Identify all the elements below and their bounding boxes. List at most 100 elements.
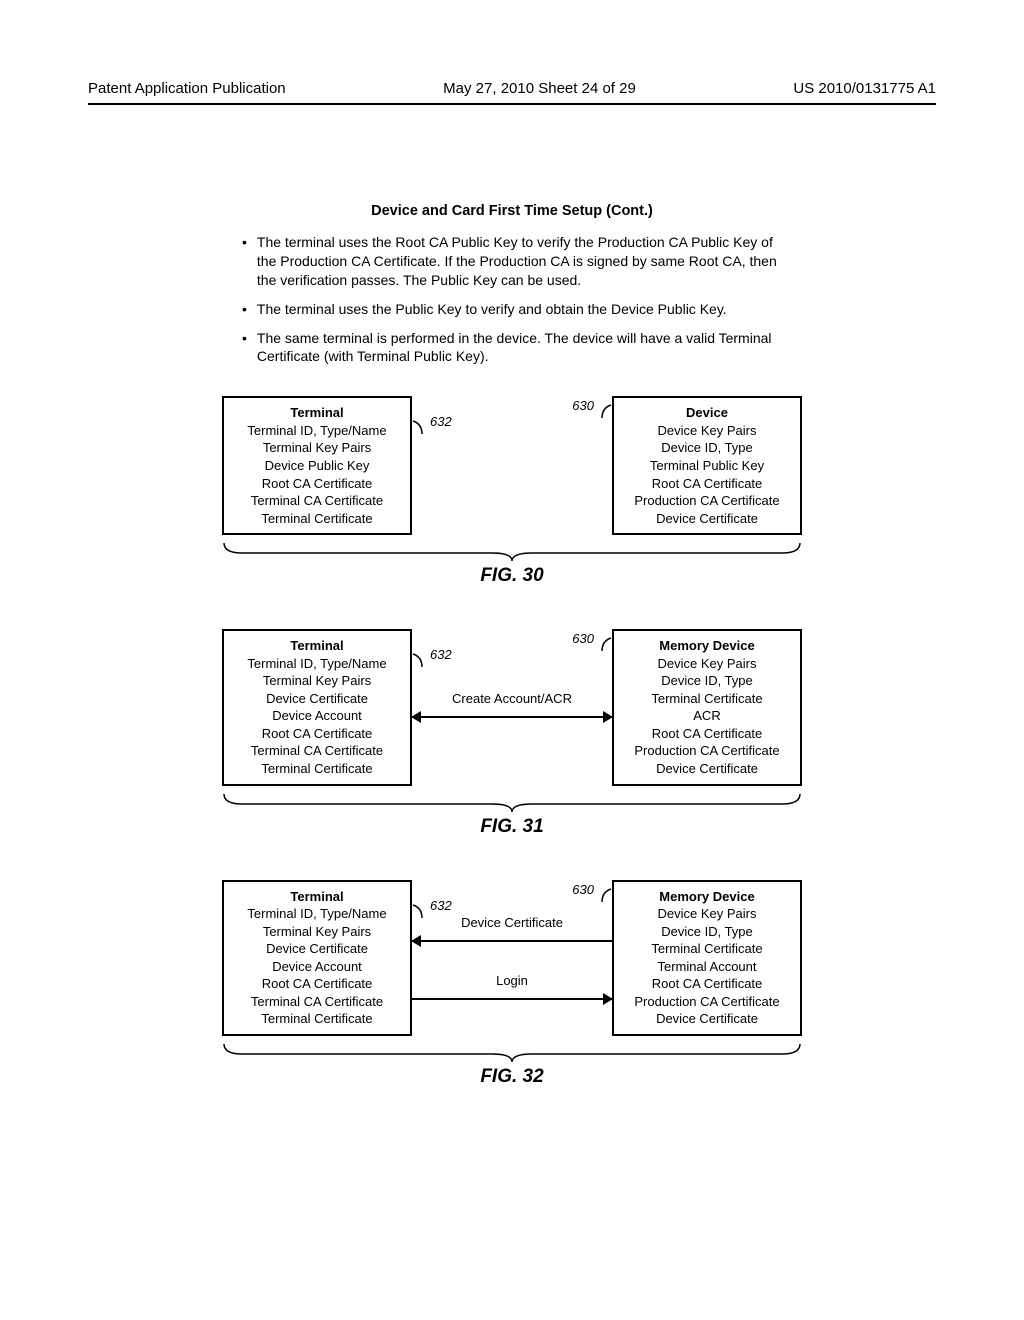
box-line: Device Account bbox=[234, 707, 400, 725]
box-line: Device Certificate bbox=[234, 940, 400, 958]
box-line: Device ID, Type bbox=[624, 439, 790, 457]
middle-column: 632 630 Create Account/ACR bbox=[412, 629, 612, 785]
box-line: Device Key Pairs bbox=[624, 422, 790, 440]
box-line: Device Key Pairs bbox=[624, 655, 790, 673]
box-line: Terminal Certificate bbox=[624, 690, 790, 708]
box-line: Terminal Certificate bbox=[624, 940, 790, 958]
terminal-box: Terminal Terminal ID, Type/Name Terminal… bbox=[222, 396, 412, 535]
box-line: Device Public Key bbox=[234, 457, 400, 475]
box-line: Root CA Certificate bbox=[234, 975, 400, 993]
box-line: ACR bbox=[624, 707, 790, 725]
terminal-box: Terminal Terminal ID, Type/Name Terminal… bbox=[222, 880, 412, 1036]
figure-row: Terminal Terminal ID, Type/Name Terminal… bbox=[222, 629, 802, 785]
middle-column: 632 630 Device Certificate Login bbox=[412, 880, 612, 1036]
box-line: Production CA Certificate bbox=[624, 492, 790, 510]
memory-device-box: Memory Device Device Key Pairs Device ID… bbox=[612, 880, 802, 1036]
arrow-label: Device Certificate bbox=[412, 915, 612, 930]
ref-label-right: 630 bbox=[572, 882, 594, 897]
bullet-text: The terminal uses the Root CA Public Key… bbox=[257, 233, 782, 290]
box-line: Root CA Certificate bbox=[624, 975, 790, 993]
bullet-dot-icon: • bbox=[242, 300, 247, 319]
arrow-label: Create Account/ACR bbox=[412, 691, 612, 706]
memory-device-box: Memory Device Device Key Pairs Device ID… bbox=[612, 629, 802, 785]
figure-30: Terminal Terminal ID, Type/Name Terminal… bbox=[222, 396, 802, 587]
arrow-device-cert: Device Certificate bbox=[412, 930, 612, 952]
box-line: Production CA Certificate bbox=[624, 993, 790, 1011]
box-title: Terminal bbox=[234, 888, 400, 906]
box-line: Terminal ID, Type/Name bbox=[234, 905, 400, 923]
figure-label: FIG. 30 bbox=[222, 565, 802, 587]
ref-label-left: 632 bbox=[430, 898, 452, 913]
box-line: Root CA Certificate bbox=[234, 475, 400, 493]
box-line: Root CA Certificate bbox=[624, 475, 790, 493]
right-arrow-icon bbox=[412, 998, 612, 1000]
box-line: Device ID, Type bbox=[624, 923, 790, 941]
box-line: Terminal Key Pairs bbox=[234, 439, 400, 457]
section-title: Device and Card First Time Setup (Cont.) bbox=[88, 203, 936, 219]
bullet-item: • The terminal uses the Public Key to ve… bbox=[242, 300, 782, 319]
box-title: Memory Device bbox=[624, 637, 790, 655]
box-line: Device Certificate bbox=[234, 690, 400, 708]
box-line: Terminal CA Certificate bbox=[234, 492, 400, 510]
bullet-dot-icon: • bbox=[242, 329, 247, 367]
box-line: Device Certificate bbox=[624, 760, 790, 778]
bullet-text: The same terminal is performed in the de… bbox=[257, 329, 782, 367]
figure-31: Terminal Terminal ID, Type/Name Terminal… bbox=[222, 629, 802, 837]
middle-column: 632 630 bbox=[412, 396, 612, 535]
figure-label: FIG. 31 bbox=[222, 816, 802, 838]
arrow-label: Login bbox=[412, 973, 612, 988]
box-line: Terminal CA Certificate bbox=[234, 993, 400, 1011]
box-title: Terminal bbox=[234, 404, 400, 422]
figure-row: Terminal Terminal ID, Type/Name Terminal… bbox=[222, 396, 802, 535]
header-row: Patent Application Publication May 27, 2… bbox=[88, 80, 936, 105]
box-line: Device ID, Type bbox=[624, 672, 790, 690]
figure-32: Terminal Terminal ID, Type/Name Terminal… bbox=[222, 880, 802, 1088]
arrow-login: Login bbox=[412, 988, 612, 1010]
ref-hook-icon bbox=[594, 888, 612, 906]
box-line: Terminal Certificate bbox=[234, 1010, 400, 1028]
header-center: May 27, 2010 Sheet 24 of 29 bbox=[443, 80, 636, 97]
curly-brace-icon bbox=[222, 541, 802, 561]
bullet-dot-icon: • bbox=[242, 233, 247, 290]
box-line: Terminal Certificate bbox=[234, 760, 400, 778]
curly-brace-icon bbox=[222, 792, 802, 812]
ref-label-right: 630 bbox=[572, 398, 594, 413]
box-line: Terminal Public Key bbox=[624, 457, 790, 475]
box-line: Terminal Key Pairs bbox=[234, 672, 400, 690]
box-line: Terminal Key Pairs bbox=[234, 923, 400, 941]
box-line: Root CA Certificate bbox=[624, 725, 790, 743]
bullet-text: The terminal uses the Public Key to veri… bbox=[257, 300, 727, 319]
box-line: Terminal Account bbox=[624, 958, 790, 976]
figure-label: FIG. 32 bbox=[222, 1066, 802, 1088]
terminal-box: Terminal Terminal ID, Type/Name Terminal… bbox=[222, 629, 412, 785]
box-line: Device Key Pairs bbox=[624, 905, 790, 923]
arrow-create-account: Create Account/ACR bbox=[412, 706, 612, 728]
header-right: US 2010/0131775 A1 bbox=[793, 80, 936, 97]
ref-label-right: 630 bbox=[572, 631, 594, 646]
box-line: Device Certificate bbox=[624, 1010, 790, 1028]
box-line: Production CA Certificate bbox=[624, 742, 790, 760]
box-line: Terminal CA Certificate bbox=[234, 742, 400, 760]
box-line: Root CA Certificate bbox=[234, 725, 400, 743]
bullet-list: • The terminal uses the Root CA Public K… bbox=[242, 233, 782, 366]
ref-hook-icon bbox=[594, 637, 612, 655]
box-line: Terminal Certificate bbox=[234, 510, 400, 528]
figure-row: Terminal Terminal ID, Type/Name Terminal… bbox=[222, 880, 802, 1036]
ref-label-left: 632 bbox=[430, 414, 452, 429]
bullet-item: • The terminal uses the Root CA Public K… bbox=[242, 233, 782, 290]
ref-label-left: 632 bbox=[430, 647, 452, 662]
box-line: Terminal ID, Type/Name bbox=[234, 655, 400, 673]
box-line: Device Account bbox=[234, 958, 400, 976]
left-arrow-icon bbox=[412, 940, 612, 942]
box-line: Device Certificate bbox=[624, 510, 790, 528]
box-title: Memory Device bbox=[624, 888, 790, 906]
box-title: Device bbox=[624, 404, 790, 422]
ref-hook-icon bbox=[594, 404, 612, 422]
bullet-item: • The same terminal is performed in the … bbox=[242, 329, 782, 367]
content: Device and Card First Time Setup (Cont.)… bbox=[88, 113, 936, 1088]
curly-brace-icon bbox=[222, 1042, 802, 1062]
ref-hook-icon bbox=[412, 420, 430, 438]
ref-hook-icon bbox=[412, 653, 430, 671]
box-title: Terminal bbox=[234, 637, 400, 655]
device-box: Device Device Key Pairs Device ID, Type … bbox=[612, 396, 802, 535]
